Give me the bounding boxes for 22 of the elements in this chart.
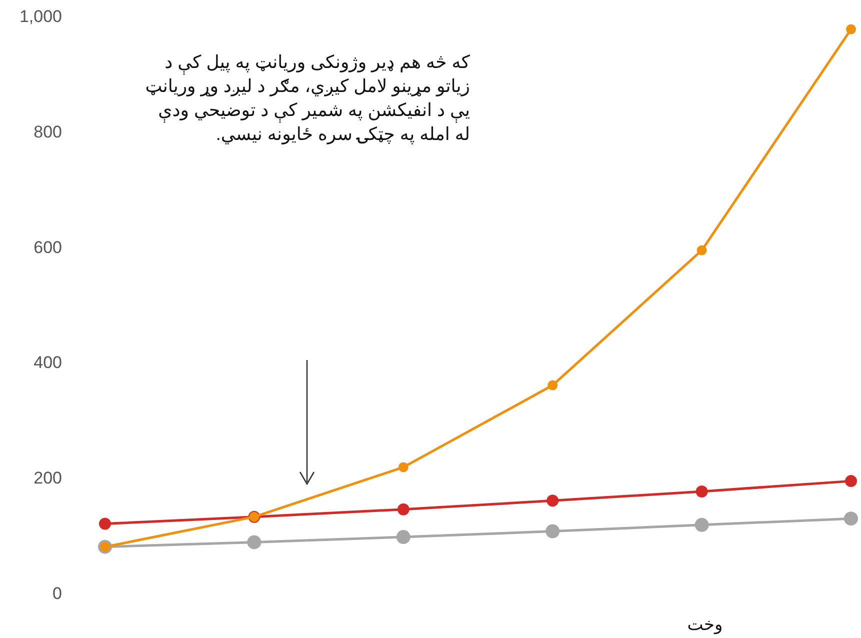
point	[546, 524, 560, 538]
point	[398, 462, 408, 472]
point	[846, 24, 856, 34]
y-tick-label: 0	[52, 584, 62, 603]
point	[694, 518, 709, 532]
y-tick-label: 200	[34, 468, 62, 488]
point	[396, 530, 410, 544]
y-tick-label: 400	[34, 353, 62, 372]
point	[844, 512, 858, 526]
y-tick-label: 600	[34, 238, 62, 257]
point	[247, 535, 262, 550]
point	[397, 503, 410, 516]
annotation: که څه هم ډير وژونکی وريانټ په پيل کې د زياتو مړينو لامل کيږي، مګر د ليږد وړ وريانټ يې د انفيکشن په شمير کې د توضيحي ودې له امله په چټکۍ سره ځايونه نيسي.	[145, 51, 470, 146]
point	[696, 485, 708, 498]
x-axis-title: وخت	[687, 615, 723, 635]
point	[548, 380, 558, 390]
point	[845, 475, 857, 488]
point	[99, 518, 111, 530]
y-tick-label: 800	[34, 122, 62, 142]
point	[696, 245, 707, 256]
point	[546, 494, 559, 507]
y-tick-label: 1,000	[19, 7, 62, 26]
